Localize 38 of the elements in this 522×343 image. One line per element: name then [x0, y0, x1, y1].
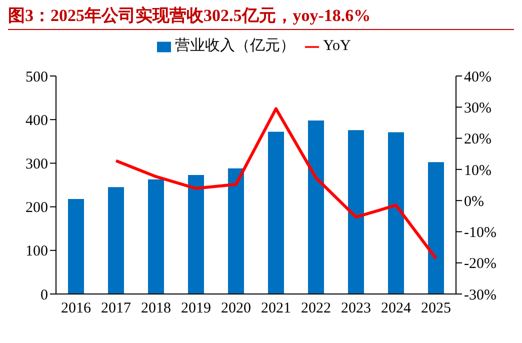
- y2-tick-label: 10%: [464, 162, 492, 179]
- y-tick-label: 400: [26, 112, 48, 129]
- y-tick-label: 300: [26, 156, 48, 173]
- bar: [268, 132, 284, 294]
- x-tick-label: 2025: [421, 300, 451, 317]
- bar: [428, 162, 444, 294]
- x-tick-label: 2024: [381, 300, 412, 317]
- x-tick-label: 2018: [141, 300, 171, 317]
- y-tick-label: 0: [40, 287, 48, 304]
- x-tick-label: 2020: [221, 300, 251, 317]
- y-tick-label: 100: [26, 244, 48, 260]
- bar: [68, 198, 84, 294]
- bar: [348, 130, 364, 294]
- x-tick-label: 2021: [261, 300, 291, 317]
- y2-tick-label: 40%: [464, 69, 492, 86]
- x-tick-label: 2023: [341, 300, 371, 317]
- y-tick-label: 500: [26, 69, 48, 86]
- legend-label: YoY: [323, 38, 351, 54]
- x-tick-label: 2016: [61, 300, 92, 317]
- y2-tick-label: 30%: [464, 100, 492, 116]
- bar: [308, 120, 324, 294]
- y2-tick-label: 0%: [464, 194, 484, 210]
- bar: [188, 174, 204, 294]
- line-series: [114, 107, 438, 260]
- y2-tick-label: -10%: [464, 225, 496, 242]
- chart-title: 图3：2025年公司实现营收302.5亿元，yoy-18.6%: [8, 4, 514, 30]
- bar: [108, 187, 124, 294]
- bar: [148, 179, 164, 294]
- bar: [388, 132, 404, 294]
- y2-tick-label: 20%: [464, 132, 492, 148]
- y2-tick-label: -30%: [464, 287, 496, 304]
- legend-label: 营业收入（亿元）: [175, 38, 296, 54]
- y2-tick-label: -20%: [464, 256, 496, 272]
- bar: [228, 168, 244, 294]
- x-tick-label: 2022: [301, 300, 331, 317]
- x-tick-label: 2019: [181, 300, 211, 317]
- x-tick-label: 2017: [101, 300, 132, 317]
- y-tick-label: 200: [26, 200, 48, 216]
